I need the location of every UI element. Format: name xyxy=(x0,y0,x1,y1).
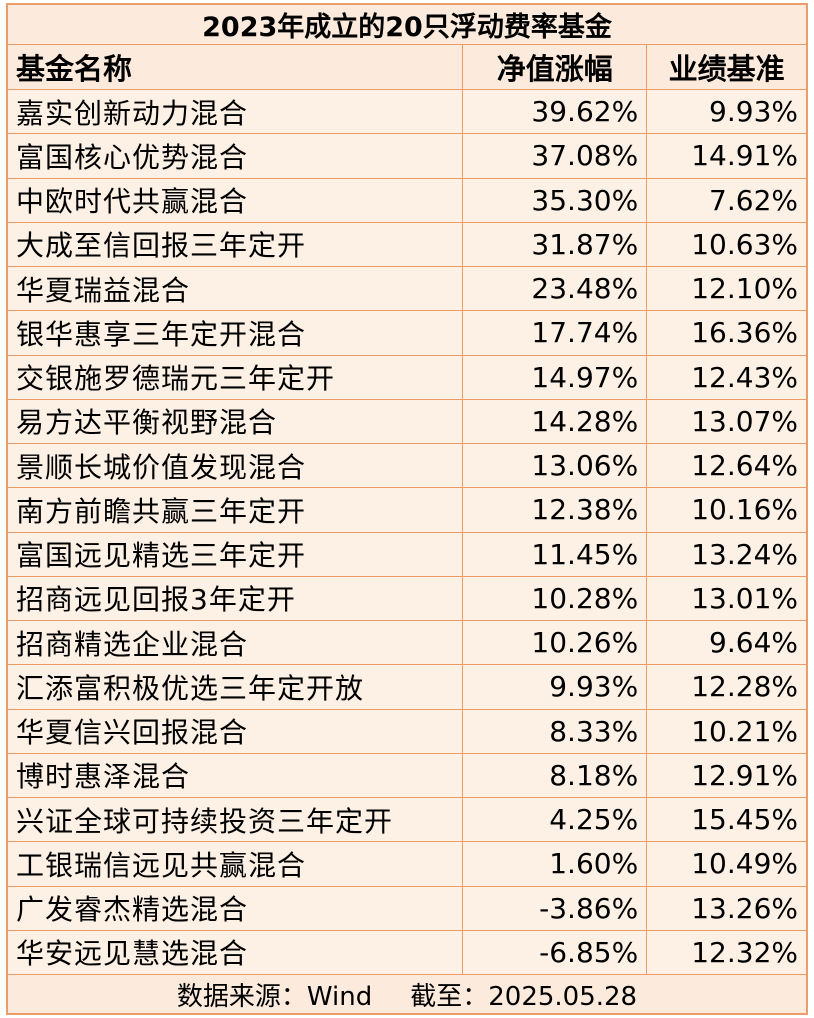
fund-name-cell: 兴证全球可持续投资三年定开 xyxy=(6,796,464,843)
nav-change-cell: -3.86% xyxy=(462,885,648,931)
fund-name-cell: 易方达平衡视野混合 xyxy=(6,398,464,445)
fund-name-cell: 富国远见精选三年定开 xyxy=(6,531,464,577)
data-source: 数据来源：Wind xyxy=(176,981,373,1012)
benchmark-cell: 15.45% xyxy=(646,796,807,843)
footer-row: 数据来源：Wind 截至：2025.05.28 xyxy=(7,974,807,1014)
table-row: 交银施罗德瑞元三年定开 14.97% 12.43% xyxy=(6,354,807,400)
nav-change-cell: 13.06% xyxy=(462,442,648,489)
benchmark-cell: 12.64% xyxy=(646,442,807,489)
table-row: 汇添富积极优选三年定开放 9.93% 12.28% xyxy=(6,664,807,710)
benchmark-cell: 16.36% xyxy=(646,310,807,356)
benchmark-cell: 14.91% xyxy=(646,133,807,179)
as-of-date: 截至：2025.05.28 xyxy=(410,981,638,1012)
footer-cell: 数据来源：Wind 截至：2025.05.28 xyxy=(7,974,807,1014)
benchmark-cell: 13.07% xyxy=(646,398,807,445)
benchmark-cell: 10.21% xyxy=(646,708,807,754)
table-row: 大成至信回报三年定开 31.87% 10.63% xyxy=(6,221,807,268)
nav-change-cell: 10.26% xyxy=(462,619,648,666)
table-title: 2023年成立的20只浮动费率基金 xyxy=(7,4,807,45)
nav-change-cell: 23.48% xyxy=(462,265,648,312)
benchmark-cell: 10.49% xyxy=(646,841,807,887)
header-row: 基金名称 净值涨幅 业绩基准 xyxy=(6,44,807,90)
fund-name-cell: 工银瑞信远见共赢混合 xyxy=(6,841,464,887)
fund-table-container: 2023年成立的20只浮动费率基金 基金名称 净值涨幅 业绩基准 嘉实创新动力混… xyxy=(6,3,808,1015)
nav-change-cell: 14.97% xyxy=(462,354,648,400)
fund-name-cell: 银华惠享三年定开混合 xyxy=(6,310,464,356)
nav-change-cell: 8.18% xyxy=(462,752,648,799)
nav-change-cell: 17.74% xyxy=(462,310,648,356)
fund-name-cell: 大成至信回报三年定开 xyxy=(6,221,464,268)
table-row: 兴证全球可持续投资三年定开 4.25% 15.45% xyxy=(6,796,807,843)
fund-name-cell: 华安远见慧选混合 xyxy=(6,929,464,976)
nav-change-cell: 9.93% xyxy=(462,664,648,710)
nav-change-cell: 14.28% xyxy=(462,398,648,445)
fund-name-cell: 华夏瑞益混合 xyxy=(6,265,464,312)
fund-name-cell: 招商远见回报3年定开 xyxy=(6,575,464,622)
fund-name-cell: 博时惠泽混合 xyxy=(6,752,464,799)
benchmark-cell: 12.32% xyxy=(646,929,807,976)
nav-change-cell: 39.62% xyxy=(462,88,648,135)
fund-name-cell: 招商精选企业混合 xyxy=(6,619,464,666)
nav-change-cell: 8.33% xyxy=(462,708,648,754)
fund-name-cell: 广发睿杰精选混合 xyxy=(6,885,464,931)
benchmark-cell: 13.26% xyxy=(646,885,807,931)
benchmark-cell: 13.01% xyxy=(646,575,807,622)
fund-name-cell: 嘉实创新动力混合 xyxy=(6,88,464,135)
nav-change-cell: 10.28% xyxy=(462,575,648,622)
table-row: 招商精选企业混合 10.26% 9.64% xyxy=(6,619,807,666)
nav-change-cell: 4.25% xyxy=(462,796,648,843)
table-row: 华夏信兴回报混合 8.33% 10.21% xyxy=(6,708,807,754)
table-row: 华夏瑞益混合 23.48% 12.10% xyxy=(6,265,807,312)
nav-change-cell: 37.08% xyxy=(462,133,648,179)
benchmark-cell: 7.62% xyxy=(646,177,807,223)
fund-table: 2023年成立的20只浮动费率基金 基金名称 净值涨幅 业绩基准 嘉实创新动力混… xyxy=(6,4,807,1014)
header-nav-change: 净值涨幅 xyxy=(462,44,648,90)
nav-change-cell: 31.87% xyxy=(462,221,648,268)
benchmark-cell: 12.10% xyxy=(646,265,807,312)
benchmark-cell: 12.43% xyxy=(646,354,807,400)
table-row: 南方前瞻共赢三年定开 12.38% 10.16% xyxy=(6,487,807,533)
table-row: 博时惠泽混合 8.18% 12.91% xyxy=(6,752,807,799)
header-benchmark: 业绩基准 xyxy=(646,44,807,90)
table-row: 广发睿杰精选混合 -3.86% 13.26% xyxy=(6,885,807,931)
nav-change-cell: 35.30% xyxy=(462,177,648,223)
table-row: 招商远见回报3年定开 10.28% 13.01% xyxy=(6,575,807,622)
fund-name-cell: 中欧时代共赢混合 xyxy=(6,177,464,223)
benchmark-cell: 12.28% xyxy=(646,664,807,710)
fund-name-cell: 富国核心优势混合 xyxy=(6,133,464,179)
benchmark-cell: 12.91% xyxy=(646,752,807,799)
benchmark-cell: 9.64% xyxy=(646,619,807,666)
table-row: 景顺长城价值发现混合 13.06% 12.64% xyxy=(6,442,807,489)
table-row: 易方达平衡视野混合 14.28% 13.07% xyxy=(6,398,807,445)
fund-name-cell: 交银施罗德瑞元三年定开 xyxy=(6,354,464,400)
nav-change-cell: 11.45% xyxy=(462,531,648,577)
nav-change-cell: 12.38% xyxy=(462,487,648,533)
table-row: 银华惠享三年定开混合 17.74% 16.36% xyxy=(6,310,807,356)
nav-change-cell: 1.60% xyxy=(462,841,648,887)
table-row: 嘉实创新动力混合 39.62% 9.93% xyxy=(6,88,807,135)
table-row: 中欧时代共赢混合 35.30% 7.62% xyxy=(6,177,807,223)
fund-name-cell: 南方前瞻共赢三年定开 xyxy=(6,487,464,533)
benchmark-cell: 9.93% xyxy=(646,88,807,135)
table-row: 富国远见精选三年定开 11.45% 13.24% xyxy=(6,531,807,577)
table-body: 嘉实创新动力混合 39.62% 9.93% 富国核心优势混合 37.08% 14.91% 中… xyxy=(6,88,807,976)
nav-change-cell: -6.85% xyxy=(462,929,648,976)
title-row: 2023年成立的20只浮动费率基金 xyxy=(7,4,807,45)
table-row: 华安远见慧选混合 -6.85% 12.32% xyxy=(6,929,807,976)
benchmark-cell: 13.24% xyxy=(646,531,807,577)
fund-name-cell: 华夏信兴回报混合 xyxy=(6,708,464,754)
benchmark-cell: 10.63% xyxy=(646,221,807,268)
benchmark-cell: 10.16% xyxy=(646,487,807,533)
fund-name-cell: 汇添富积极优选三年定开放 xyxy=(6,664,464,710)
table-row: 工银瑞信远见共赢混合 1.60% 10.49% xyxy=(6,841,807,887)
table-row: 富国核心优势混合 37.08% 14.91% xyxy=(6,133,807,179)
header-fund-name: 基金名称 xyxy=(6,44,464,90)
fund-name-cell: 景顺长城价值发现混合 xyxy=(6,442,464,489)
